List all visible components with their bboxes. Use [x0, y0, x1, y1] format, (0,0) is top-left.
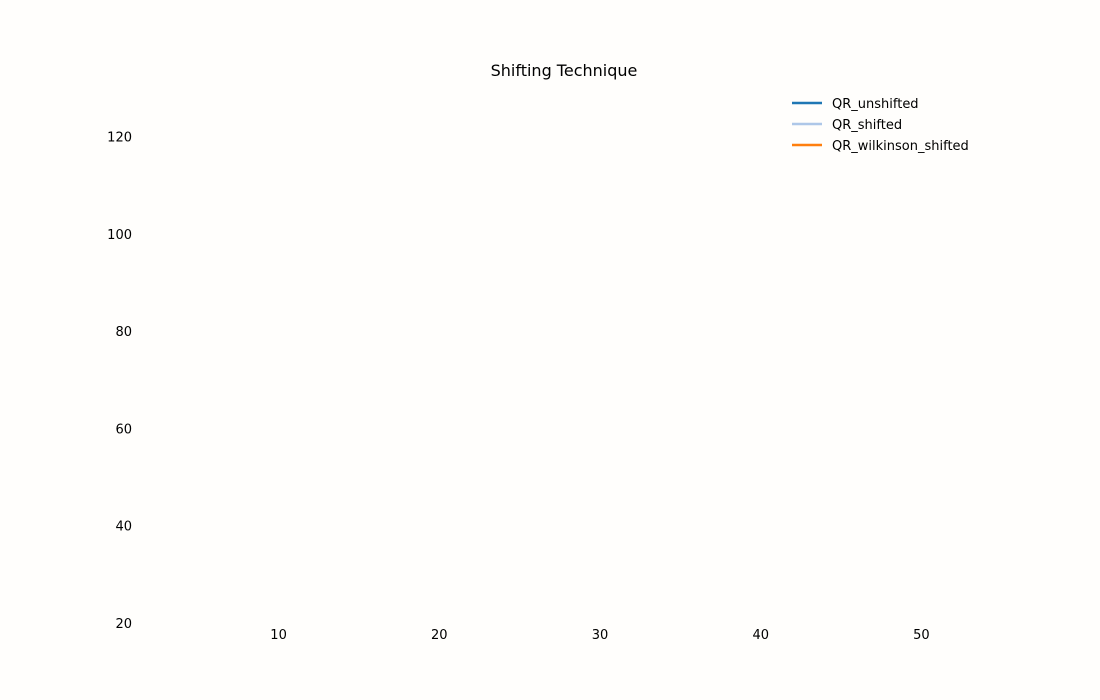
y-tick-label-40: 40 [115, 520, 132, 535]
x-tick-label-10: 10 [270, 628, 287, 643]
y-tick-label-120: 120 [107, 131, 132, 146]
x-tick-label-20: 20 [431, 628, 448, 643]
y-axis-ticks: 20 40 60 80 100 120 [107, 131, 132, 632]
legend-label-QR_unshifted: QR_unshifted [832, 97, 919, 112]
x-tick-label-50: 50 [913, 628, 930, 643]
legend-label-QR_wilkinson_shifted: QR_wilkinson_shifted [832, 139, 969, 154]
legend-label-QR_shifted: QR_shifted [832, 118, 902, 133]
y-tick-label-100: 100 [107, 228, 132, 243]
y-tick-label-80: 80 [115, 325, 132, 340]
x-axis-ticks: 10 20 30 40 50 [270, 628, 929, 643]
y-tick-label-60: 60 [115, 422, 132, 437]
x-tick-label-40: 40 [752, 628, 769, 643]
legend: QR_unshifted QR_shifted QR_wilkinson_shift… [792, 97, 969, 154]
x-tick-label-30: 30 [592, 628, 609, 643]
chart-title: Shifting Technique [491, 61, 638, 80]
y-tick-label-20: 20 [115, 617, 132, 632]
